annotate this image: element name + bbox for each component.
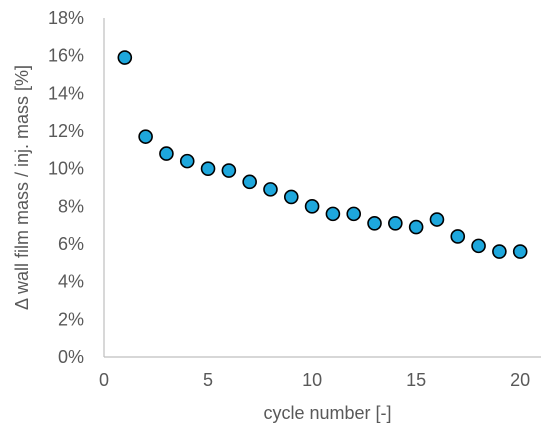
data-point bbox=[408, 219, 424, 235]
data-point bbox=[492, 244, 507, 259]
x-tick-label: 5 bbox=[203, 370, 213, 390]
y-tick-label: 4% bbox=[58, 272, 84, 292]
y-tick-label: 6% bbox=[58, 234, 84, 254]
data-point bbox=[263, 182, 278, 197]
data-point bbox=[179, 153, 195, 169]
y-axis-title: Δ wall film mass / inj. mass [%] bbox=[12, 65, 32, 310]
data-point bbox=[304, 199, 320, 214]
data-point bbox=[325, 206, 341, 222]
x-tick-label: 20 bbox=[510, 370, 530, 390]
data-point bbox=[242, 174, 257, 190]
x-axis-title: cycle number [-] bbox=[263, 403, 391, 423]
data-point bbox=[512, 244, 528, 259]
y-tick-label: 18% bbox=[48, 8, 84, 28]
data-point bbox=[159, 146, 174, 161]
x-tick-label: 15 bbox=[406, 370, 426, 390]
y-tick-label: 2% bbox=[58, 309, 84, 329]
data-point bbox=[117, 50, 133, 65]
y-tick-label: 10% bbox=[48, 159, 84, 179]
x-tick-label: 0 bbox=[99, 370, 109, 390]
data-point bbox=[367, 215, 382, 231]
data-point bbox=[221, 163, 237, 178]
y-tick-label: 14% bbox=[48, 83, 84, 103]
data-point bbox=[471, 238, 486, 254]
x-axis-ticks: 0 5 10 15 20 bbox=[99, 370, 530, 390]
data-point bbox=[450, 229, 466, 244]
data-point bbox=[138, 129, 153, 144]
data-point bbox=[346, 206, 362, 222]
y-tick-label: 16% bbox=[48, 46, 84, 66]
data-point bbox=[429, 212, 445, 227]
data-point bbox=[388, 215, 403, 231]
y-axis-ticks: 0% 2% 4% 6% 8% 10% 12% 14% 16% 18% bbox=[48, 8, 84, 367]
y-tick-label: 12% bbox=[48, 121, 84, 141]
data-points bbox=[117, 50, 528, 259]
y-tick-label: 0% bbox=[58, 347, 84, 367]
data-point bbox=[283, 189, 299, 205]
x-tick-label: 10 bbox=[302, 370, 322, 390]
y-tick-label: 8% bbox=[58, 196, 84, 216]
data-point bbox=[200, 161, 216, 176]
